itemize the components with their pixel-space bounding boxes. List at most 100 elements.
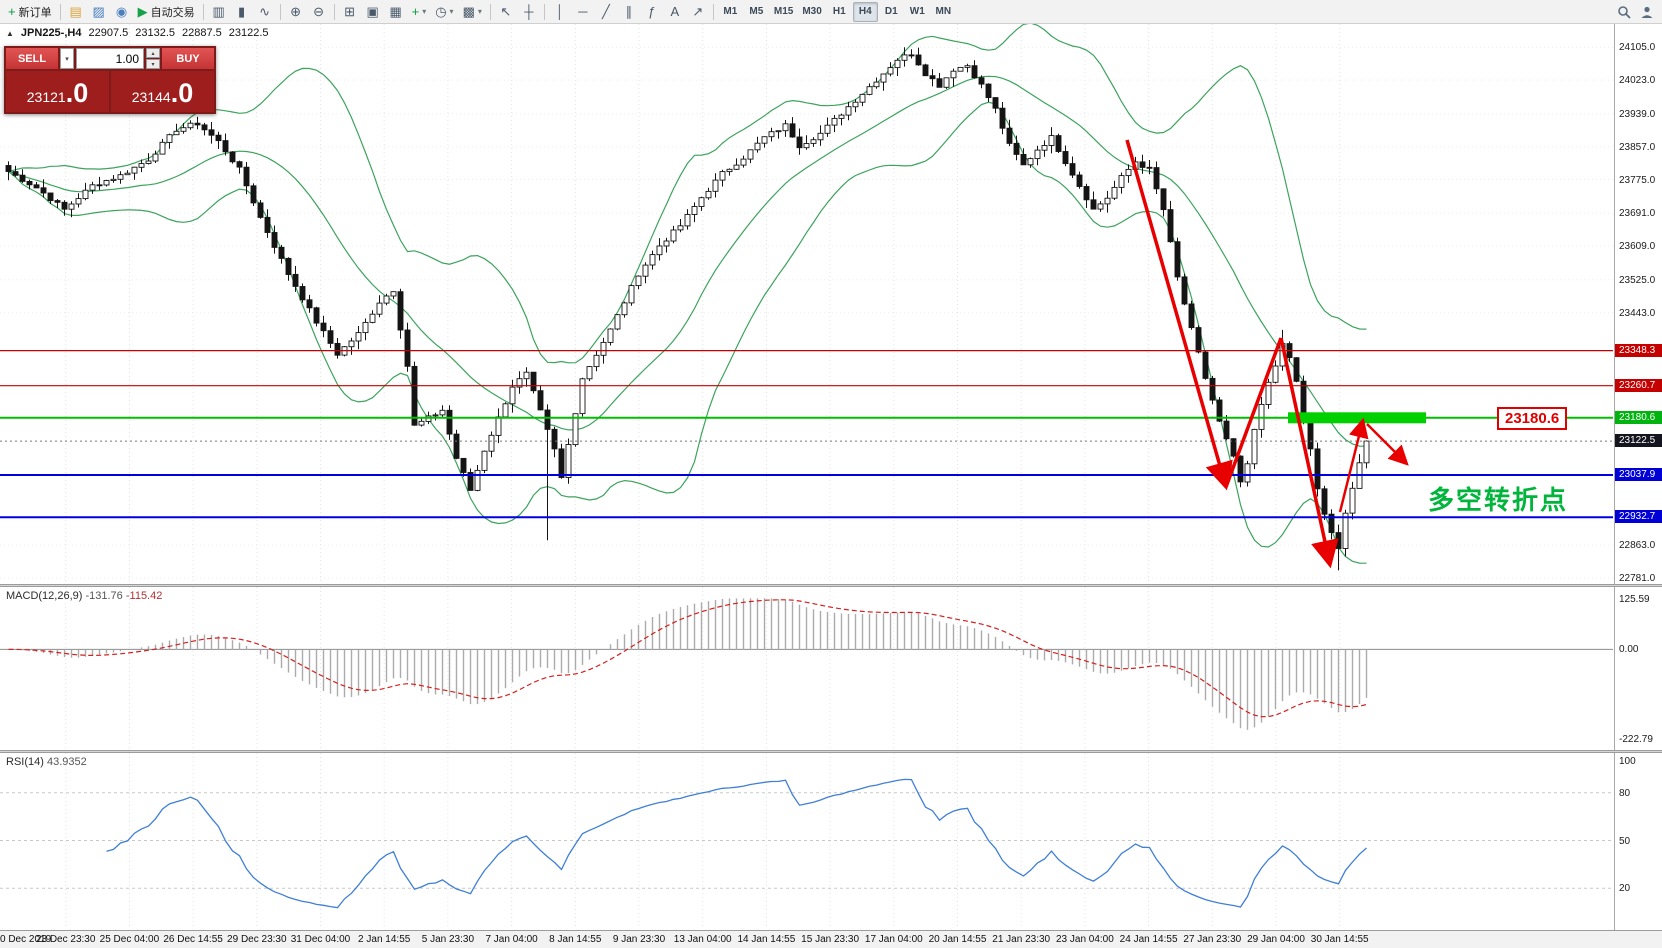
person-icon — [1641, 6, 1653, 18]
profiles-icon-button[interactable]: ▨ — [88, 2, 110, 22]
panel-separator[interactable] — [0, 584, 1662, 587]
macd-name: MACD(12,26,9) — [6, 590, 83, 602]
channel-icon-button[interactable]: ∥ — [618, 2, 640, 22]
periods-icon-button[interactable]: ◷ ▾ — [431, 2, 457, 22]
stepper-up-icon[interactable]: ▴ — [146, 48, 160, 58]
autotrade-button[interactable]: ▶ 自动交易 — [134, 2, 199, 22]
sell-price-decimal: .0 — [65, 78, 89, 108]
time-axis-label: 14 Jan 14:55 — [737, 934, 796, 945]
candlestick-icon-glyph: ▮ — [238, 4, 246, 19]
timeframe-W1-button[interactable]: W1 — [909, 6, 925, 17]
annotation-price-label[interactable]: 23180.6 — [1497, 406, 1568, 430]
new-order-glyph: + — [8, 4, 16, 19]
timeframe-M30-button[interactable]: M30 — [802, 6, 822, 17]
price-axis-label: 22863.0 — [1619, 540, 1656, 552]
arrow-object-icon-button[interactable]: ↗ — [687, 2, 709, 22]
sell-price-display[interactable]: 23121.0 — [6, 71, 109, 112]
time-axis-label: 8 Jan 14:55 — [549, 934, 602, 945]
horizontal-line-icon-button[interactable]: ─ — [572, 2, 594, 22]
price-axis-label: 23525.0 — [1619, 274, 1656, 286]
cascade-windows-icon-button[interactable]: ▣ — [362, 2, 384, 22]
bar-chart-icon-button[interactable]: ▥ — [208, 2, 230, 22]
macd-panel-chart[interactable] — [0, 587, 1614, 750]
horizontal-line-icon-glyph: ─ — [578, 4, 588, 19]
price-axis-label: 50 — [1619, 835, 1631, 847]
timeframe-H1-button[interactable]: H1 — [832, 6, 846, 17]
time-axis-label: 24 Jan 14:55 — [1119, 934, 1178, 945]
annotation-turning-point-text[interactable]: 多空转折点 — [1428, 485, 1569, 515]
price-axis-label: -222.79 — [1619, 734, 1653, 746]
time-axis: 0 Dec 2019 23 Dec 23:30 25 Dec 04:00 26 Dec… — [0, 930, 1662, 948]
cursor-icon-glyph: ↖ — [500, 4, 512, 19]
vertical-line-icon-button[interactable]: │ — [549, 2, 571, 22]
price-axis-label: 23939.0 — [1619, 108, 1656, 120]
toolbar-separator — [333, 3, 335, 20]
new-order-button[interactable]: + 新订单 — [4, 2, 56, 22]
text-icon-button[interactable]: A — [664, 2, 686, 22]
toolbar-button-label: 自动交易 — [150, 6, 195, 19]
market-watch-icon-glyph: ▤ — [69, 4, 82, 19]
rsi-value: 43.9352 — [46, 756, 87, 768]
time-axis-label: 26 Dec 14:55 — [163, 934, 223, 945]
arrange-icon-button[interactable]: ▦ — [385, 2, 407, 22]
search-icon — [1618, 5, 1631, 19]
sell-button[interactable]: SELL — [6, 48, 58, 69]
cursor-icon-button[interactable]: ↖ — [495, 2, 517, 22]
arrow-object-icon-glyph: ↗ — [692, 4, 704, 19]
buy-price-display[interactable]: 23144.0 — [111, 71, 214, 112]
line-chart-icon-button[interactable]: ∿ — [254, 2, 276, 22]
community-person-icon-button[interactable] — [1636, 2, 1658, 22]
crosshair-icon-button[interactable]: ┼ — [518, 2, 540, 22]
indicators-icon-glyph: + — [411, 4, 420, 19]
time-axis-label: 15 Jan 23:30 — [801, 934, 860, 945]
time-axis-label: 31 Dec 04:00 — [290, 934, 351, 945]
templates-icon-glyph: ▩ — [462, 4, 475, 19]
symbol-icon: ▲ — [6, 29, 14, 38]
timeframe-M1-button[interactable]: M1 — [723, 6, 738, 17]
bar-chart-icon-glyph: ▥ — [212, 4, 225, 19]
ohlc-low: 22887.5 — [182, 27, 222, 39]
timeframe-MN-button[interactable]: MN — [935, 6, 952, 17]
buy-price-decimal: .0 — [170, 78, 194, 108]
buy-button[interactable]: BUY — [162, 48, 214, 69]
stepper-down-icon[interactable]: ▾ — [146, 59, 160, 69]
buy-price-main: 23144 — [131, 89, 171, 105]
timeframe-M5-button[interactable]: M5 — [749, 6, 764, 17]
market-watch-icon-button[interactable]: ▤ — [65, 2, 87, 22]
time-axis-label: 5 Jan 23:30 — [421, 934, 475, 945]
price-axis-label: 0.00 — [1619, 644, 1639, 656]
zoom-in-icon-button[interactable]: ⊕ — [285, 2, 307, 22]
trendline-icon-button[interactable]: ╱ — [595, 2, 617, 22]
community-icon-button[interactable]: ◉ — [111, 2, 133, 22]
fibonacci-icon-button[interactable]: ƒ — [641, 2, 663, 22]
dropdown-caret-icon: ▾ — [477, 7, 482, 16]
main-chart[interactable] — [0, 24, 1614, 584]
zoom-out-icon-button[interactable]: ⊖ — [308, 2, 330, 22]
timeframe-M15-button[interactable]: M15 — [773, 6, 794, 17]
tile-windows-icon-button[interactable]: ⊞ — [339, 2, 361, 22]
dropdown-caret-icon: ▾ — [449, 7, 454, 16]
volume-input[interactable] — [76, 48, 144, 69]
toolbar-separator — [59, 3, 61, 20]
candlestick-icon-button[interactable]: ▮ — [231, 2, 253, 22]
time-axis-label: 29 Dec 23:30 — [227, 934, 287, 945]
channel-icon-glyph: ∥ — [625, 4, 633, 19]
price-axis-label: 20 — [1619, 883, 1631, 895]
profiles-icon-glyph: ▨ — [92, 4, 105, 19]
price-badge: 23348.3 — [1615, 343, 1662, 357]
panel-separator[interactable] — [0, 750, 1662, 753]
volume-dropdown-button[interactable]: ▾ — [60, 48, 74, 69]
timeframe-D1-button[interactable]: D1 — [884, 6, 898, 17]
price-badge: 23122.5 — [1615, 434, 1662, 448]
rsi-panel-chart[interactable] — [0, 753, 1614, 928]
price-badge: 22932.7 — [1615, 510, 1662, 524]
templates-icon-button[interactable]: ▩ ▾ — [459, 2, 486, 22]
line-chart-icon-glyph: ∿ — [259, 4, 271, 19]
timeframe-H4-button[interactable]: H4 — [852, 1, 878, 22]
trendline-icon-glyph: ╱ — [601, 4, 610, 19]
time-axis-label: 21 Jan 23:30 — [992, 934, 1051, 945]
indicators-icon-button[interactable]: + ▾ — [408, 2, 431, 22]
search-icon-button[interactable] — [1613, 2, 1635, 22]
price-axis: 24105.0 24023.0 23939.0 23857.0 23775.0 23691… — [1614, 24, 1662, 930]
